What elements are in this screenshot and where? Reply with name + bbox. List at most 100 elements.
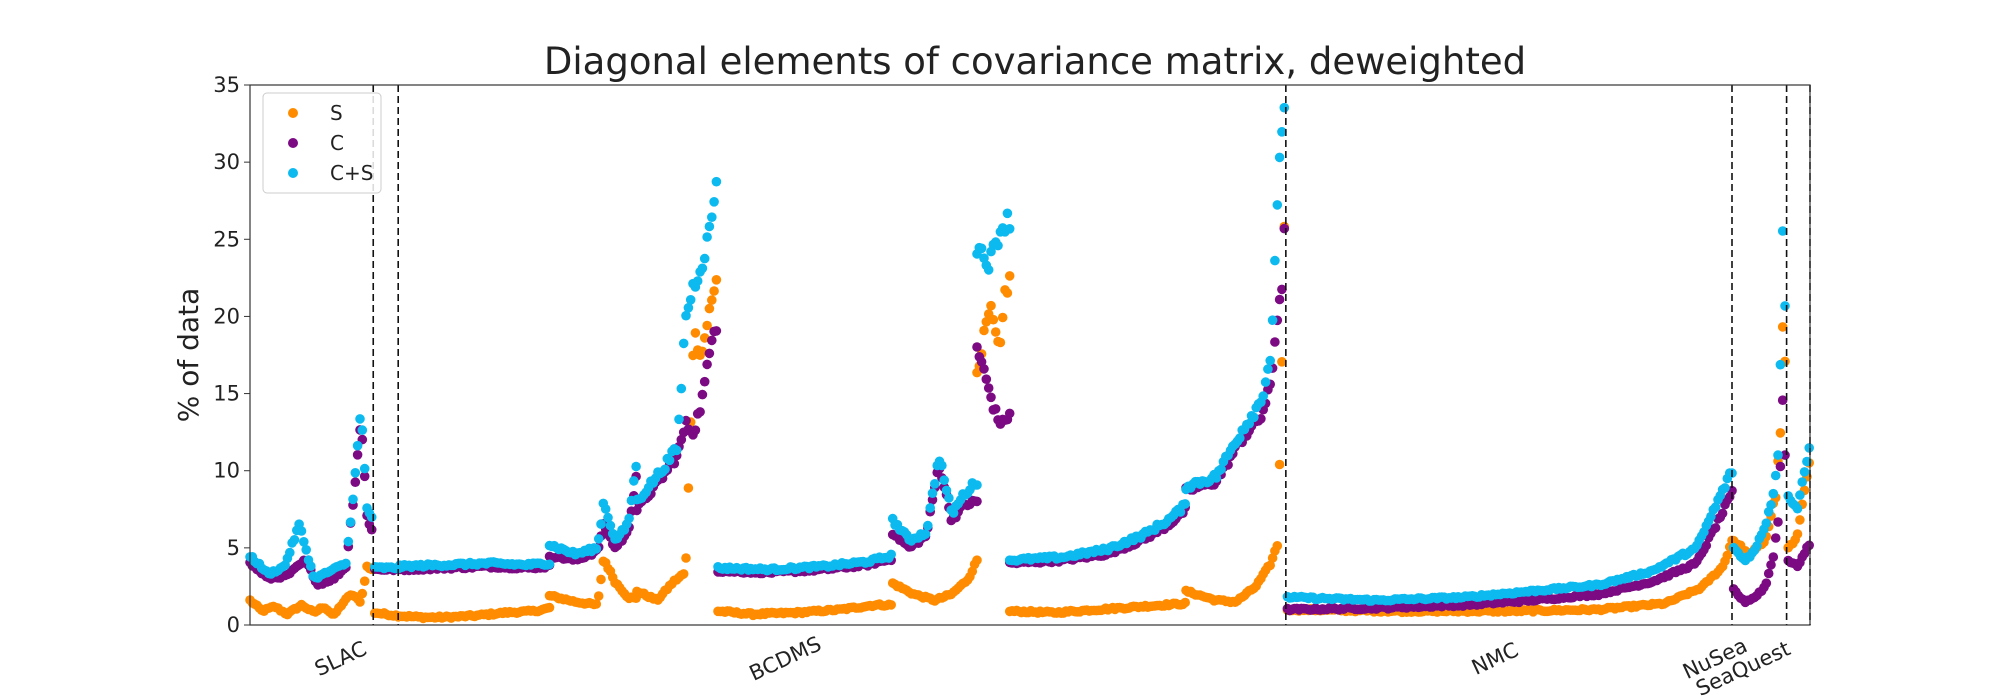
point-cpluss: [366, 512, 377, 522]
point-cpluss: [660, 464, 670, 475]
point-c: [1270, 337, 1280, 347]
point-s: [711, 275, 722, 285]
point-cpluss: [681, 310, 691, 321]
point-s: [1180, 597, 1190, 608]
point-cpluss: [937, 460, 947, 471]
point-cpluss: [699, 253, 710, 264]
point-cpluss: [1270, 255, 1280, 266]
point-c: [1004, 408, 1015, 419]
y-tick-label: 35: [213, 73, 240, 97]
point-cpluss: [1235, 433, 1245, 443]
point-s: [591, 599, 602, 609]
point-c: [699, 376, 710, 387]
dataset-label: NMC: [1468, 638, 1522, 680]
point-cpluss: [1768, 488, 1779, 499]
point-s: [979, 325, 989, 336]
point-s: [1274, 459, 1285, 470]
point-s: [1792, 529, 1803, 539]
point-cpluss: [1274, 152, 1285, 163]
point-cpluss: [983, 265, 994, 275]
point-cpluss: [596, 519, 606, 529]
y-tick-label: 10: [213, 459, 240, 483]
legend-marker: [288, 168, 298, 178]
point-c: [697, 389, 708, 400]
point-cpluss: [1795, 490, 1805, 500]
point-s: [359, 576, 370, 586]
y-axis-label: % of data: [172, 288, 205, 422]
y-tick-label: 30: [213, 150, 240, 174]
point-c: [1277, 284, 1287, 295]
point-cpluss: [299, 537, 309, 547]
point-cpluss: [593, 534, 604, 544]
point-c: [979, 364, 989, 374]
point-s: [988, 314, 999, 325]
point-s: [355, 597, 365, 607]
point-s: [357, 588, 368, 599]
point-cpluss: [1004, 224, 1015, 234]
y-tick-label: 5: [227, 536, 240, 560]
point-c: [350, 477, 361, 488]
point-cpluss: [1249, 412, 1259, 423]
point-c: [711, 326, 722, 336]
point-s: [986, 300, 996, 311]
point-cpluss: [1797, 477, 1807, 487]
point-cpluss: [348, 494, 358, 505]
point-cpluss: [301, 545, 312, 555]
point-cpluss: [709, 197, 719, 207]
point-cpluss: [357, 425, 368, 435]
chart-title: Diagonal elements of covariance matrix, …: [544, 40, 1526, 83]
point-cpluss: [927, 488, 938, 499]
point-cpluss: [1766, 500, 1776, 510]
y-tick-label: 0: [227, 613, 240, 637]
point-cpluss: [1263, 364, 1273, 374]
point-cpluss: [1777, 226, 1788, 236]
point-cpluss: [685, 295, 696, 305]
point-c: [1279, 223, 1290, 234]
point-s: [1265, 560, 1275, 571]
point-c: [1274, 294, 1285, 305]
point-cpluss: [1761, 518, 1772, 528]
y-tick-label: 15: [213, 382, 240, 406]
point-c: [707, 335, 717, 346]
point-c: [1717, 508, 1728, 519]
point-c: [1770, 533, 1781, 543]
point-cpluss: [1175, 507, 1186, 517]
point-s: [997, 312, 1008, 323]
point-s: [995, 337, 1006, 348]
point-cpluss: [1710, 502, 1721, 512]
point-cpluss: [350, 468, 361, 478]
point-cpluss: [674, 414, 684, 425]
point-cpluss: [631, 461, 641, 472]
point-cpluss: [704, 221, 715, 232]
point-s: [596, 574, 606, 585]
point-cpluss: [1279, 102, 1290, 113]
point-c: [983, 383, 994, 393]
legend-label: C: [330, 131, 344, 155]
point-s: [702, 320, 712, 331]
point-c: [352, 450, 363, 460]
point-s: [681, 553, 691, 563]
point-cpluss: [671, 445, 682, 456]
point-s: [544, 602, 555, 613]
point-cpluss: [678, 338, 689, 349]
point-s: [1277, 357, 1287, 367]
point-cpluss: [345, 517, 356, 527]
point-cpluss: [1211, 473, 1222, 483]
point-cpluss: [1002, 208, 1013, 219]
point-cpluss: [605, 520, 616, 531]
point-s: [709, 286, 719, 296]
data-points: [245, 102, 1814, 624]
legend-marker: [288, 108, 298, 118]
point-cpluss: [544, 559, 555, 570]
point-s: [593, 591, 604, 601]
point-cpluss: [664, 455, 675, 466]
point-c: [690, 425, 701, 436]
point-c: [704, 348, 715, 359]
point-cpluss: [920, 529, 931, 539]
point-c: [1773, 517, 1783, 527]
point-cpluss: [676, 383, 687, 394]
dataset-label: BCDMS: [746, 632, 825, 686]
point-cpluss: [591, 544, 602, 554]
point-s: [690, 328, 701, 338]
point-c: [1775, 461, 1786, 472]
